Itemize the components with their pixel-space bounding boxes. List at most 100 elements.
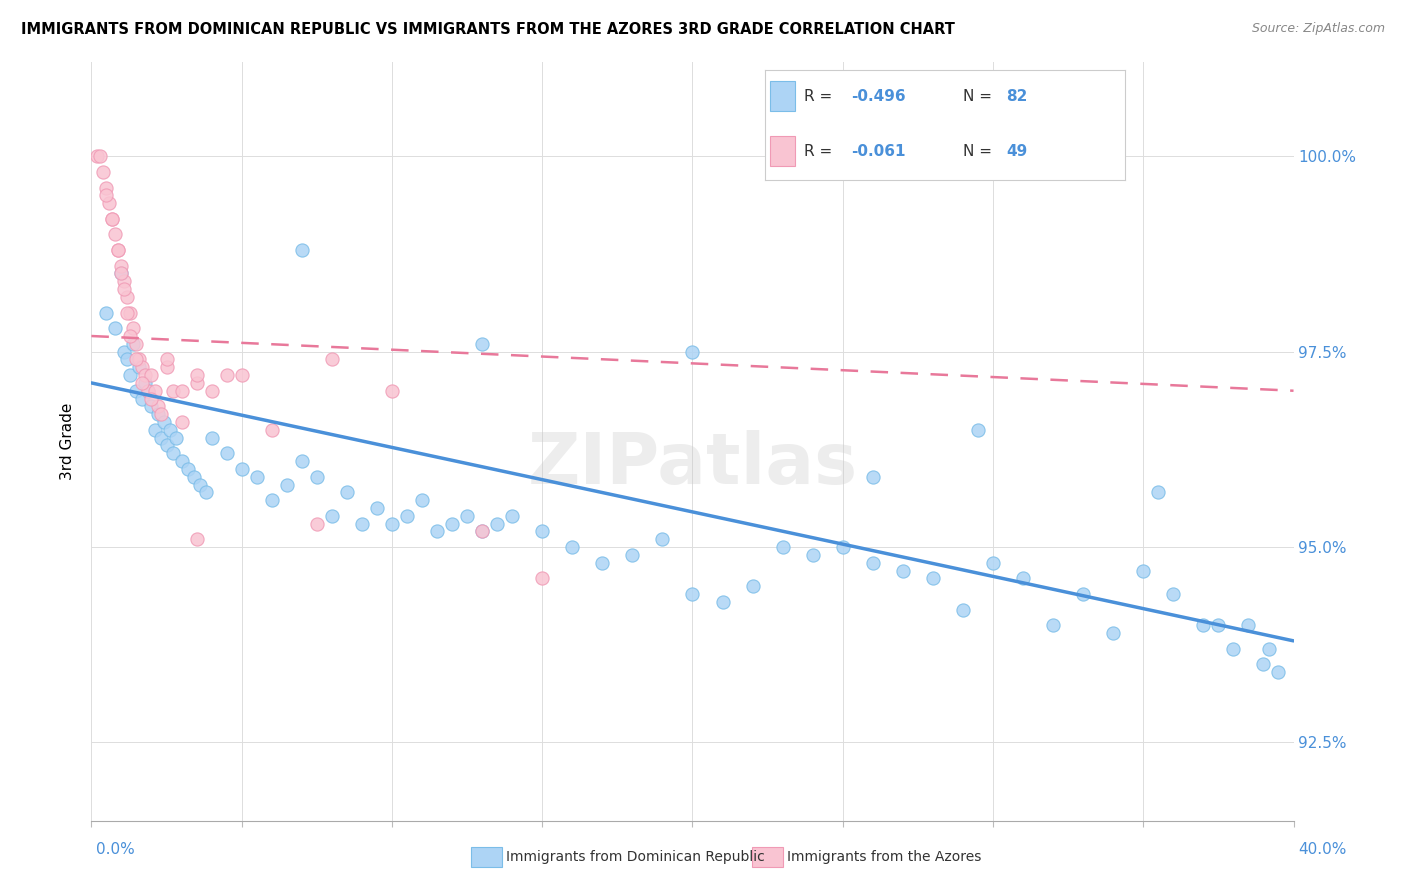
Point	[426, 524, 449, 539]
Point	[486, 516, 509, 531]
Point	[381, 384, 404, 398]
Point	[134, 368, 156, 383]
Point	[186, 376, 208, 390]
Point	[162, 384, 184, 398]
Point	[194, 485, 217, 500]
Point	[104, 321, 127, 335]
Point	[651, 533, 673, 547]
Point	[321, 352, 343, 367]
Point	[981, 556, 1004, 570]
Point	[531, 524, 554, 539]
Text: 0.0%: 0.0%	[96, 842, 135, 856]
Point	[741, 579, 763, 593]
Point	[96, 180, 118, 194]
Point	[681, 587, 703, 601]
Point	[621, 548, 644, 562]
Point	[831, 540, 853, 554]
Point	[183, 469, 205, 483]
Point	[149, 431, 172, 445]
Point	[395, 508, 418, 523]
Point	[155, 360, 177, 375]
Text: Immigrants from Dominican Republic: Immigrants from Dominican Republic	[506, 850, 765, 864]
Point	[125, 336, 148, 351]
Point	[260, 423, 283, 437]
Point	[1071, 587, 1094, 601]
Point	[101, 211, 124, 226]
Point	[96, 305, 118, 319]
Point	[134, 376, 156, 390]
Point	[231, 462, 253, 476]
Text: IMMIGRANTS FROM DOMINICAN REPUBLIC VS IMMIGRANTS FROM THE AZORES 3RD GRADE CORRE: IMMIGRANTS FROM DOMINICAN REPUBLIC VS IM…	[21, 22, 955, 37]
Point	[276, 477, 298, 491]
Point	[305, 516, 328, 531]
Point	[215, 446, 238, 460]
Point	[117, 305, 139, 319]
Point	[186, 368, 208, 383]
Point	[98, 196, 121, 211]
Text: Immigrants from the Azores: Immigrants from the Azores	[787, 850, 981, 864]
Point	[1267, 665, 1289, 680]
Point	[561, 540, 583, 554]
Point	[128, 360, 150, 375]
Point	[531, 571, 554, 585]
Point	[141, 368, 163, 383]
Point	[1042, 618, 1064, 632]
Point	[114, 344, 136, 359]
Point	[155, 438, 177, 452]
Point	[155, 352, 177, 367]
Point	[120, 368, 142, 383]
Point	[1237, 618, 1260, 632]
Point	[122, 336, 145, 351]
Point	[471, 524, 494, 539]
Point	[125, 352, 148, 367]
Point	[131, 392, 153, 406]
Point	[291, 454, 314, 468]
Point	[170, 415, 193, 429]
Point	[138, 384, 160, 398]
Point	[381, 516, 404, 531]
Point	[1102, 626, 1125, 640]
Point	[1012, 571, 1035, 585]
Point	[471, 336, 494, 351]
Point	[411, 493, 433, 508]
Point	[131, 360, 153, 375]
Point	[152, 415, 174, 429]
Point	[291, 243, 314, 257]
Point	[143, 423, 166, 437]
Point	[176, 462, 198, 476]
Point	[891, 564, 914, 578]
Point	[141, 400, 163, 414]
Point	[188, 477, 211, 491]
Point	[471, 524, 494, 539]
Point	[305, 469, 328, 483]
Point	[711, 595, 734, 609]
Point	[143, 384, 166, 398]
Point	[107, 243, 129, 257]
Point	[149, 407, 172, 421]
Point	[321, 508, 343, 523]
Point	[922, 571, 945, 585]
Point	[1222, 641, 1244, 656]
Point	[146, 407, 169, 421]
Point	[110, 267, 132, 281]
Point	[146, 400, 169, 414]
Point	[336, 485, 359, 500]
Point	[117, 290, 139, 304]
Text: 40.0%: 40.0%	[1299, 842, 1347, 856]
Point	[441, 516, 464, 531]
Point	[246, 469, 269, 483]
Point	[110, 267, 132, 281]
Point	[114, 282, 136, 296]
Point	[260, 493, 283, 508]
Point	[862, 469, 884, 483]
Point	[501, 508, 523, 523]
Point	[122, 321, 145, 335]
Text: ZIPatlas: ZIPatlas	[527, 430, 858, 499]
Point	[201, 431, 224, 445]
Point	[967, 423, 990, 437]
Point	[114, 274, 136, 288]
Point	[96, 188, 118, 202]
Point	[1132, 564, 1154, 578]
Point	[1208, 618, 1230, 632]
Text: Source: ZipAtlas.com: Source: ZipAtlas.com	[1251, 22, 1385, 36]
